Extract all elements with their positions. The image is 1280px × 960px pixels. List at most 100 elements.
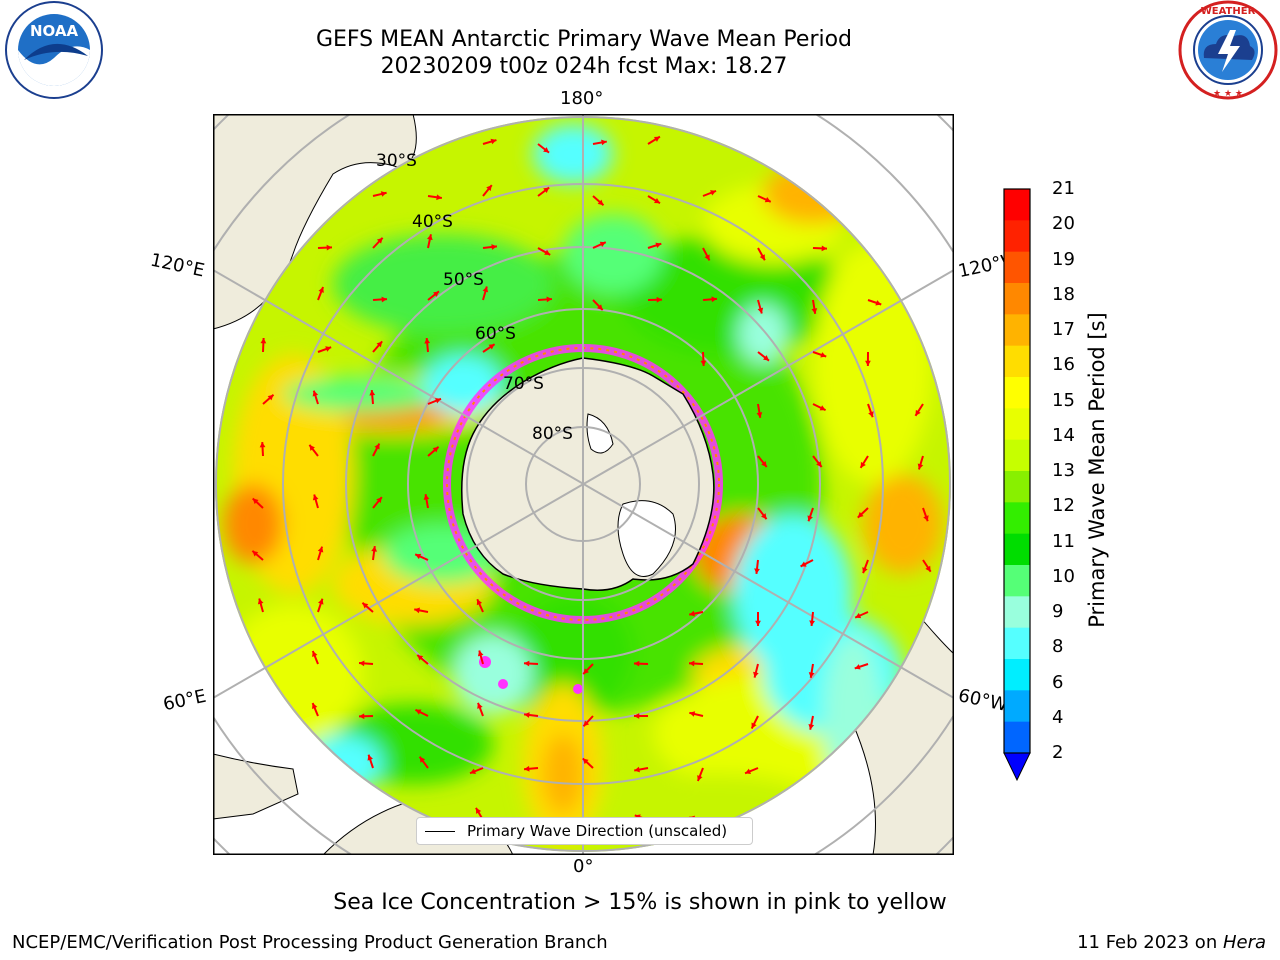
colorbar-tick-label: 13 [1052, 460, 1075, 481]
wave-arrow-head [414, 607, 420, 614]
wave-arrow-head [811, 308, 818, 314]
colorbar-tick-label: 8 [1052, 636, 1064, 658]
wave-arrow-head [807, 515, 813, 522]
colorbar-cell [1004, 502, 1030, 535]
wave-arrow-head [326, 244, 332, 251]
wave-arrow-head [808, 723, 815, 730]
wave-arrow-head [380, 191, 387, 197]
colorbar-tick-label: 19 [1052, 248, 1075, 270]
colorbar-label: Primary Wave Mean Period [s] [1085, 312, 1109, 628]
colorbar-cell [1004, 345, 1030, 378]
wave-arrow-head [925, 565, 931, 572]
colorbar-cell [1004, 471, 1030, 503]
colorbar-cells [1004, 189, 1030, 754]
wave-arrow-head [809, 620, 815, 626]
wave-arrow-head [477, 702, 483, 709]
graticule [213, 114, 954, 855]
wave-arrow-head [476, 599, 483, 606]
wave-arrow-head [482, 286, 489, 293]
wave-arrow-head [754, 568, 760, 574]
wave-arrow-head [318, 286, 324, 293]
wave-arrow-head [436, 194, 442, 201]
wave-arrow-head [759, 254, 765, 261]
colorbar-cell [1004, 533, 1030, 566]
wave-arrow-head [524, 660, 530, 667]
colorbar-tick-label: 2 [1052, 742, 1064, 763]
wave-arrow-head [546, 296, 552, 303]
wave-arrow-head [435, 398, 441, 404]
wave-arrow-head [653, 136, 660, 142]
colorbar-cell [1004, 220, 1030, 253]
wave-arrow-head [376, 497, 382, 504]
wave-arrow-head [252, 498, 259, 505]
wave-arrow-head [854, 664, 861, 670]
wave-arrow-head [260, 338, 267, 344]
wave-arrow-head [655, 242, 662, 249]
wave-arrow-head [634, 660, 640, 667]
wave-arrow-head [855, 612, 862, 619]
wave-arrow-head [318, 598, 324, 605]
svg-text:★ ★ ★: ★ ★ ★ [1213, 89, 1243, 99]
wave-arrow-head [252, 550, 259, 557]
wave-arrow-head [367, 754, 373, 761]
wave-arrow-head [490, 138, 497, 145]
nws-logo: WEATHER ★ ★ ★ [1178, 0, 1278, 100]
colorbar-cell [1004, 314, 1030, 347]
wave-arrow-head [865, 360, 871, 366]
wave-arrow-head [369, 390, 376, 396]
chart-title: GEFS MEAN Antarctic Primary Wave Mean Pe… [315, 27, 853, 52]
wave-direction-arrows [251, 135, 932, 830]
colorbar-tick-label: 17 [1052, 319, 1075, 340]
wave-arrow-head [819, 405, 826, 411]
wave-arrow-head [417, 654, 424, 661]
wave-arrow-head [309, 444, 315, 451]
wave-arrow-head [757, 307, 764, 314]
wave-arrow-head [427, 234, 433, 241]
colorbar-tick-label: 21 [1052, 178, 1075, 199]
wave-arrow-head [488, 344, 495, 350]
wave-arrow-head [710, 190, 717, 196]
wave-arrow-head [800, 561, 807, 567]
wave-arrow-head [312, 390, 319, 397]
wave-arrow-head [689, 660, 695, 667]
wave-arrow-head [756, 412, 763, 418]
wave-arrow-head [761, 513, 767, 520]
wave-arrow-head [764, 196, 771, 203]
wave-arrow-head [381, 296, 387, 303]
wave-arrow-head [816, 461, 822, 468]
wave-arrow-head [432, 446, 439, 453]
wave-arrow-head [689, 711, 696, 717]
wave-arrow-head [862, 567, 868, 574]
legend-label: Primary Wave Direction (unscaled) [467, 822, 728, 840]
colorbar-cell [1004, 627, 1030, 660]
wave-arrow-head [597, 199, 604, 206]
wave-arrow-head [596, 304, 603, 311]
wave-arrow-head [860, 461, 866, 468]
wave-arrow-head [857, 511, 864, 518]
svg-text:WEATHER: WEATHER [1201, 6, 1256, 17]
wave-arrow-head [475, 807, 482, 814]
wave-arrow-head [544, 249, 551, 255]
wave-arrow-head [376, 341, 383, 348]
colorbar-tick-label: 4 [1052, 706, 1064, 728]
footer-date: 11 Feb 2023 on Hera [1077, 932, 1266, 953]
polar-map [213, 114, 954, 855]
wave-arrow-head [423, 494, 430, 500]
antarctica [461, 357, 715, 591]
map-frame [213, 114, 954, 855]
wave-arrow-head [915, 409, 921, 416]
wave-arrow-head [808, 672, 815, 678]
colorbar-cell [1004, 659, 1030, 691]
footer-machine: Hera [1222, 932, 1266, 953]
wave-arrow-head [317, 546, 324, 553]
wave-arrow-head [524, 712, 530, 718]
wave-arrow-head [470, 768, 476, 774]
wave-arrow-head [689, 610, 695, 617]
wave-arrow-head [634, 766, 640, 773]
wave-arrow-head [753, 671, 759, 678]
wave-arrow-head [821, 245, 827, 252]
wave-arrow-head [875, 300, 882, 306]
colorbar-cell [1004, 690, 1030, 723]
noaa-logo-text: NOAA [30, 22, 79, 40]
lon-label-0: 0° [573, 856, 594, 877]
